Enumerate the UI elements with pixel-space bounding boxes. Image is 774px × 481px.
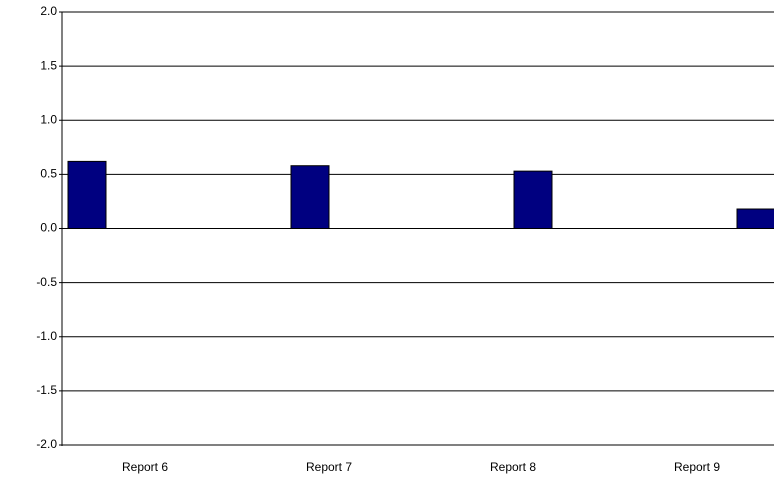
y-tick-label: -1.5 [36, 383, 57, 397]
x-tick-label: Report 7 [306, 460, 352, 474]
y-tick-label: 2.0 [40, 4, 57, 18]
y-tick-label: -2.0 [36, 437, 57, 451]
x-tick-label: Report 8 [490, 460, 536, 474]
y-tick-label: -0.5 [36, 275, 57, 289]
y-tick-label: 0.0 [40, 221, 57, 235]
y-tick-label: 1.0 [40, 112, 57, 126]
y-tick-label: 0.5 [40, 167, 57, 181]
x-tick-label: Report 6 [122, 460, 168, 474]
x-tick-label: Report 9 [674, 460, 720, 474]
bar [67, 160, 107, 229]
y-tick-label: -1.0 [36, 329, 57, 343]
bar [736, 208, 774, 229]
bar [290, 165, 330, 229]
y-tick-label: 1.5 [40, 58, 57, 72]
bar [513, 170, 553, 230]
